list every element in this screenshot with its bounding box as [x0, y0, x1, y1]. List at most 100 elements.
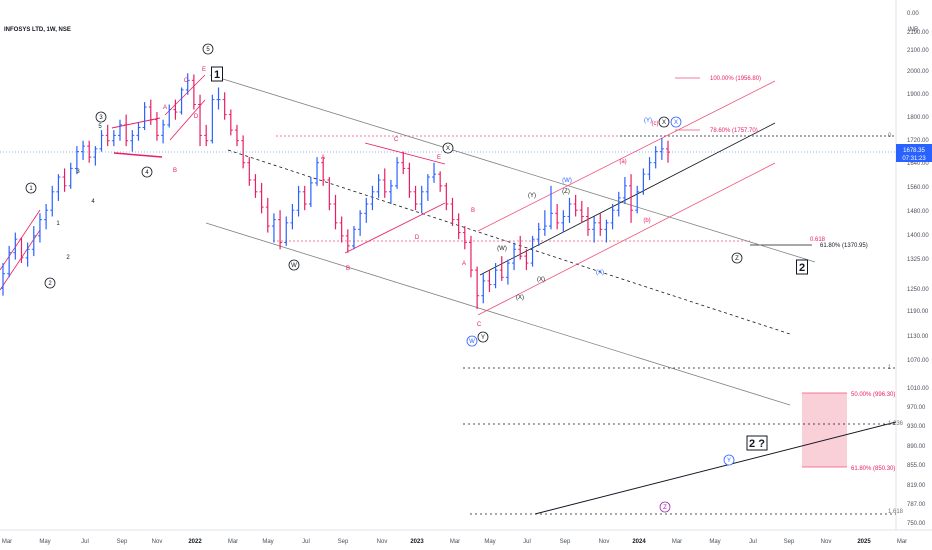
wave-label: (c): [652, 121, 659, 127]
time-axis[interactable]: Mar May Jul Sep Nov 2022 Mar May Jul Sep Nov 2023 Ma…: [2, 539, 907, 545]
price-axis-tick: 1640.00: [907, 161, 929, 167]
time-axis-tick: Nov: [377, 539, 388, 545]
time-axis-tick: 2023: [410, 539, 424, 545]
wave-marker: [202, 43, 214, 55]
time-axis-tick: Mar: [897, 539, 907, 545]
time-axis-tick: Sep: [338, 539, 349, 545]
rising-upper-line: [477, 80, 776, 232]
wave-label: E: [437, 155, 441, 161]
time-axis-tick: 2022: [188, 539, 202, 545]
time-axis-tick: Nov: [821, 539, 832, 545]
channel-lower-line: [205, 222, 791, 406]
wave-label: B: [173, 168, 177, 174]
price-axis-tick: 1250.00: [907, 287, 929, 293]
wave-marker: [141, 166, 153, 178]
time-axis-tick: Nov: [152, 539, 163, 545]
wave-label: X: [674, 120, 678, 126]
wave-label: Y: [481, 335, 485, 341]
wave-marker: [95, 111, 107, 123]
price-axis-tick: 2190.00: [907, 30, 929, 36]
bar-countdown: 07:31:23: [902, 156, 926, 162]
chart-title: INFOSYS LTD, 1W, NSE: [4, 27, 71, 33]
wave-label: (X): [516, 295, 524, 301]
wave-label: 2: [48, 281, 52, 287]
wave-marker: [723, 454, 735, 466]
price-axis-tick: 1800.00: [907, 115, 929, 121]
wave-marker: [466, 335, 478, 347]
wave-box: [796, 259, 808, 275]
channel-mid-line: [227, 149, 791, 335]
wave-label: 4: [91, 199, 95, 205]
wave-label: C: [184, 78, 189, 84]
time-axis-tick: Mar: [450, 539, 460, 545]
fib-label: 0.618: [810, 237, 826, 243]
wave-label: W: [469, 339, 475, 345]
candlestick-series: [1, 73, 670, 310]
time-axis-tick: Mar: [228, 539, 238, 545]
wave-label: X: [662, 120, 666, 126]
wave-label: (W): [497, 246, 507, 252]
price-axis-tick: 819.00: [907, 483, 926, 489]
wave-label: (Y): [528, 193, 536, 199]
wave-label: W: [291, 263, 297, 269]
time-axis-tick: Nov: [599, 539, 610, 545]
time-axis-tick: Jul: [302, 539, 310, 545]
wave-label: 3: [76, 169, 80, 175]
price-axis-tick: 1010.00: [907, 386, 929, 392]
time-axis-tick: Jul: [81, 539, 89, 545]
wave-label: Z: [735, 256, 739, 262]
wave-label: Y: [727, 458, 731, 464]
triangle-bottom: [113, 152, 163, 158]
wave-label: 2: [66, 255, 70, 261]
last-price-tag: [896, 144, 932, 162]
price-axis[interactable]: 0.00 2190.00 2100.00 2000.00 1900.00 1800.00 1…: [907, 11, 929, 527]
price-axis-tick: 787.00: [907, 502, 926, 508]
target-zone: [802, 393, 847, 467]
fib-label: 1: [888, 365, 892, 371]
time-axis-tick: 2024: [632, 539, 646, 545]
wave-label: 3: [99, 115, 103, 121]
price-axis-tick: 970.00: [907, 405, 926, 411]
wave-label: (X): [596, 270, 604, 276]
price-axis-tick: 1130.00: [907, 334, 929, 340]
wave-label: C: [477, 322, 482, 328]
fib-labels: 100.00% (1956.80)78.60% (1757.70)00.6186…: [710, 76, 904, 515]
wave-box: [746, 435, 768, 451]
wave-label: 1: [29, 186, 33, 192]
wave-label: Z: [663, 505, 667, 511]
wave-label: 5: [98, 124, 102, 130]
time-axis-tick: Sep: [560, 539, 571, 545]
wave-label: E: [202, 67, 206, 73]
wave-label: (X): [537, 277, 545, 283]
currency-label: INR: [908, 27, 919, 33]
price-axis-tick: 1720.00: [907, 138, 929, 144]
rising-center-line: [479, 122, 776, 276]
price-axis-tick: 1480.00: [907, 209, 929, 215]
wave-label: D: [415, 235, 420, 241]
price-axis-tick: 750.00: [907, 521, 926, 527]
fib-label: 0: [888, 133, 892, 139]
wave-marker: [288, 259, 300, 271]
wave-label: (Y): [644, 118, 652, 124]
time-axis-tick: May: [262, 539, 273, 545]
wave-label: A: [321, 155, 325, 161]
wedge-bottom: [169, 99, 206, 141]
time-axis-tick: Mar: [672, 539, 682, 545]
price-axis-tick: 1900.00: [907, 92, 929, 98]
price-axis-tick: 1070.00: [907, 358, 929, 364]
wedge-top: [164, 74, 206, 116]
wave-marker: [44, 277, 56, 289]
wave-label: A: [462, 261, 466, 267]
time-axis-tick: Sep: [784, 539, 795, 545]
fib-label: 1.618: [888, 509, 904, 515]
fib-label: 50.00% (996.30): [851, 392, 895, 398]
long-support-line: [534, 421, 897, 515]
wave-label: A: [163, 105, 167, 111]
time-axis-tick: Sep: [117, 539, 128, 545]
wave-marker: [658, 116, 670, 128]
price-axis-tick: 1325.00: [907, 257, 929, 263]
wave-label: D: [194, 114, 199, 120]
